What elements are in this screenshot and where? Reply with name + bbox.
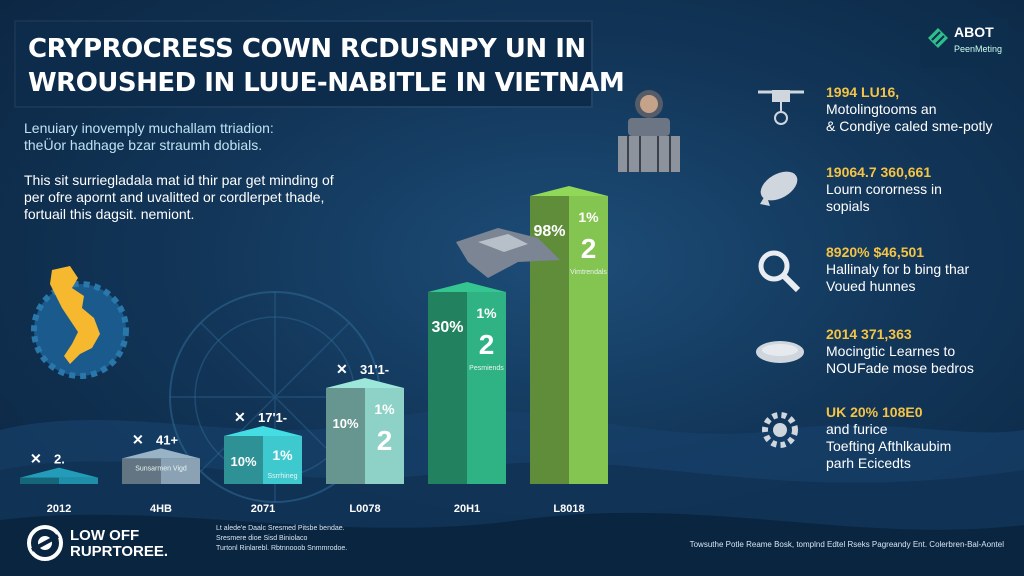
stat-description: Toefting Afthlkaubim — [826, 438, 952, 454]
footer-credit: Towsuthe Potle Reame Bosk, tomplnd Edtel… — [689, 540, 1004, 549]
stat-description: sopials — [826, 198, 870, 214]
intro-line-1: Lenuiary inovemply muchallam ttriadion: — [24, 120, 274, 136]
chart-bar — [365, 388, 404, 484]
footer-logo-icon — [27, 525, 63, 561]
x-tick-label: L0078 — [349, 503, 380, 515]
stat-description: Voued hunnes — [826, 278, 916, 294]
bar-inner-percent: 1% — [476, 305, 497, 321]
bar-top-label: 31'1- — [360, 362, 389, 377]
bar-badge-label: Pesmiends — [469, 365, 504, 372]
body-line-3: fortuail this dagsit. nemiont. — [24, 206, 195, 222]
bar-inner-glyph: 2 — [479, 329, 495, 360]
bar-badge-label: Ssrrhineg — [268, 473, 298, 480]
x-tick-label: L8018 — [553, 503, 584, 515]
chart-bar-top — [122, 448, 200, 459]
body-line-1: This sit surriegladala mat id thir par g… — [24, 172, 334, 188]
chart-bar-top — [20, 467, 98, 478]
chart-bar — [467, 292, 506, 484]
intro-text: Lenuiary inovemply muchallam ttriadion: … — [24, 120, 354, 154]
stat-value: 1994 LU16, — [826, 84, 900, 100]
page-title-line-2: WROUSHED IN LUUE-NABITLE IN VIETNAM — [28, 68, 625, 98]
body-text: This sit surriegladala mat id thir par g… — [24, 172, 394, 223]
bar-badge-label: Vimtrendals — [570, 269, 607, 276]
stat-item: 2014 371,363 Mocingtic Learnes to NOUFade … — [826, 326, 1016, 377]
chart-bar-shade — [326, 388, 365, 484]
chart-bar-shade — [428, 292, 467, 484]
stat-description: and furice — [826, 421, 888, 437]
brand-name: ABOT — [954, 24, 994, 40]
vietnam-map-icon — [31, 266, 129, 379]
drone-icon — [758, 90, 804, 125]
chart-bar — [263, 436, 302, 484]
footer-note-3: Turtonl Rinlarebl. Rbtnnooob Snmmrodoe. — [216, 545, 348, 552]
stat-description: parh Ecicedts — [826, 455, 911, 471]
stat-description: & Condiye caled sme-potly — [826, 118, 993, 134]
chart-bar-top — [326, 378, 404, 388]
stat-value: UK 20% 108E0 — [826, 404, 923, 420]
bar-inner-percent: 1% — [272, 447, 293, 463]
chart-bar — [161, 458, 200, 484]
star-icon: ✕ — [30, 451, 42, 467]
bar-top-label: 41+ — [156, 432, 178, 447]
intro-line-2: theÜor hadhage bzar straumh dobials. — [24, 137, 263, 153]
footer-note-2: Sresmere dioe Sisd Biniolaco — [216, 535, 308, 542]
stat-item: 19064.7 360,661 Lourn cororness in sopials — [826, 164, 1016, 215]
fish-icon — [760, 171, 798, 206]
bar-top-label: 17'1- — [258, 410, 287, 425]
star-icon: ✕ — [234, 409, 246, 425]
footer-logo-line-2: RUPRTOREE. — [70, 543, 169, 560]
chart-bar — [59, 477, 98, 484]
brand-mark-icon — [928, 28, 948, 48]
bar-value-label: 98% — [533, 223, 565, 240]
magnifier-icon — [758, 250, 801, 293]
bar-top-label: 2. — [54, 452, 65, 467]
stat-item: 1994 LU16, Motolingtooms an & Condiye cale… — [826, 84, 1016, 135]
chart-bar-shade — [122, 458, 161, 484]
chart-bar-top — [530, 186, 608, 196]
chart-bar — [569, 196, 608, 484]
gear-icon — [762, 412, 798, 448]
robot-figure-icon — [618, 90, 680, 172]
x-tick-label: 2071 — [251, 503, 275, 515]
brand-subtitle: PeenMeting — [954, 44, 1003, 54]
star-icon: ✕ — [336, 361, 348, 377]
bar-badge-label: Sunsarmen Vigd — [135, 465, 187, 472]
body-line-2: per ofre apornt and uvalitted or cordler… — [24, 189, 325, 205]
chart-bar-shade — [20, 477, 59, 484]
stat-value: 8920% $46,501 — [826, 244, 925, 260]
footer-logo: LOW OFF RUPRTOREE. — [26, 522, 176, 562]
bar-value-label: 10% — [230, 454, 256, 469]
x-tick-label: 4HB — [150, 503, 172, 515]
stat-item: 8920% $46,501 Hallinaly for b bing thar Vo… — [826, 244, 1016, 295]
stat-description: NOUFade mose bedros — [826, 360, 974, 376]
footer-logo-line-1: LOW OFF — [70, 527, 140, 544]
bar-value-label: 10% — [332, 416, 358, 431]
stat-value: 19064.7 360,661 — [826, 164, 932, 180]
x-tick-label: 2012 — [47, 503, 71, 515]
ship-icon — [456, 228, 560, 278]
chart-bar-top — [428, 282, 506, 292]
chart-bar-top — [224, 426, 302, 436]
title-banner: CRYPROCRESS COWN RCDUSNPY UN IN WROUSHED… — [16, 22, 625, 106]
chart-bar-shade — [224, 436, 263, 484]
bar-inner-percent: 1% — [578, 209, 599, 225]
bar-value-label: 30% — [431, 319, 463, 336]
footer-notes: Lt alede'e Daalc Sresmed Pitsbe bendae. … — [216, 524, 386, 554]
stat-value: 2014 371,363 — [826, 326, 912, 342]
stat-description: Motolingtooms an — [826, 101, 937, 117]
stat-description: Mocingtic Learnes to — [826, 343, 956, 359]
bar-inner-glyph: 2 — [377, 425, 393, 456]
footer-note-1: Lt alede'e Daalc Sresmed Pitsbe bendae. — [216, 525, 345, 532]
stat-item: UK 20% 108E0 and furice Toefting Afthlkaub… — [826, 404, 1016, 472]
page-title-line-1: CRYPROCRESS COWN RCDUSNPY UN IN — [28, 34, 586, 64]
stat-description: Hallinaly for b bing thar — [826, 261, 970, 277]
star-icon: ✕ — [132, 431, 144, 447]
bar-inner-glyph: 2 — [581, 233, 597, 264]
stat-description: Lourn cororness in — [826, 181, 942, 197]
bar-inner-percent: 1% — [374, 401, 395, 417]
pill-icon — [756, 341, 804, 363]
x-tick-label: 20H1 — [454, 503, 480, 515]
brand-logo: ABOT PeenMeting — [920, 18, 1008, 68]
